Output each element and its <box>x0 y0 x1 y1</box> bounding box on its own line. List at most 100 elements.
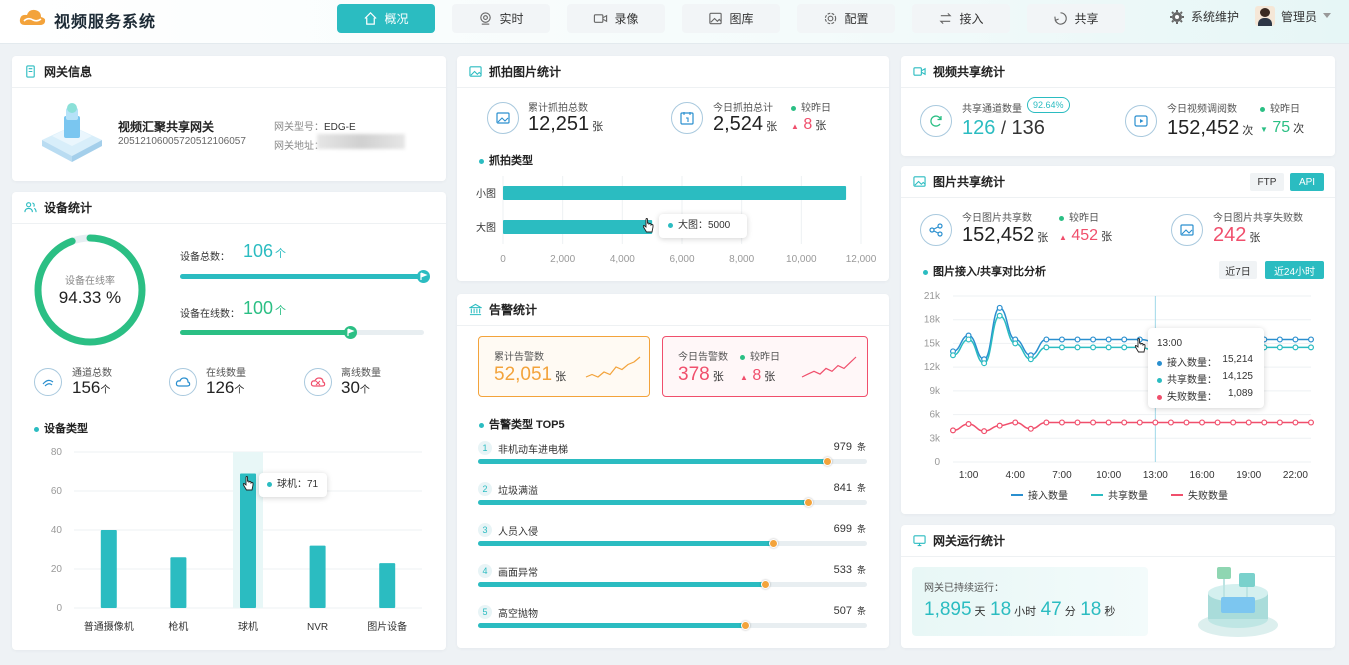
rank-badge: 2 <box>478 482 492 496</box>
data-point <box>1058 336 1065 343</box>
progress-knob <box>803 498 813 507</box>
data-point <box>1276 336 1283 343</box>
line-chart-tooltip: 13:00 接入数量： 15,214 共享数量： 14,125 失败数量： 1,089 <box>1148 328 1264 408</box>
x-tick-label: 7:00 <box>1052 470 1072 481</box>
data-point <box>1308 419 1315 426</box>
arrow-down-icon: ▼ <box>1260 125 1268 134</box>
data-point <box>1121 419 1128 426</box>
nav-tab-config[interactable]: 配置 <box>797 4 895 33</box>
alarm-top5-title: 告警类型 TOP5 <box>479 416 565 432</box>
capture-total-unit: 张 <box>592 121 604 133</box>
nav-tab-overview[interactable]: 概况 <box>337 4 435 33</box>
data-point <box>1152 419 1159 426</box>
nav-tab-gallery[interactable]: 图库 <box>682 4 780 33</box>
ftp-button[interactable]: FTP <box>1250 173 1284 191</box>
last-24-hours-button[interactable]: 近24小时 <box>1265 261 1324 279</box>
runtime-hours: 18 <box>990 599 1012 620</box>
bar <box>170 557 187 608</box>
alarm-type-bar <box>478 457 867 466</box>
alarm-total-box: 累计告警数 52,051 张 <box>478 336 650 397</box>
device-total-value: 106 <box>243 241 274 261</box>
data-point <box>1167 419 1174 426</box>
monitor-icon <box>913 535 926 547</box>
last-7-days-button[interactable]: 近7日 <box>1219 261 1257 279</box>
flag-icon <box>343 326 357 339</box>
alarm-type-bar <box>478 539 867 548</box>
runtime-minutes-unit: 分 <box>1064 606 1076 618</box>
alarm-type-bar-fill <box>478 582 766 587</box>
data-point <box>1027 425 1034 432</box>
online-rate-label: 设备在线率 <box>65 276 115 287</box>
capture-type-title: 抓拍类型 <box>479 152 533 168</box>
alarm-type-bar <box>478 621 867 630</box>
online-rate-gauge <box>34 234 146 346</box>
capture-total-label: 累计抓拍总数 <box>528 103 588 114</box>
card-title: 视频共享统计 <box>933 65 1006 79</box>
device-online-value: 100 <box>243 298 274 318</box>
device-type-title: 设备类型 <box>34 420 88 436</box>
x-tick-label: NVR <box>307 622 328 633</box>
share-channel-total: 136 <box>1011 117 1045 139</box>
legend-dot <box>1157 360 1162 366</box>
runtime-hours-unit: 小时 <box>1014 606 1037 618</box>
alarm-total-label: 累计告警数 <box>494 352 544 363</box>
data-point <box>1136 419 1143 426</box>
nav-tab-recording[interactable]: 录像 <box>567 4 665 33</box>
image-icon <box>913 176 926 187</box>
alarm-type-name: 垃圾满溢 <box>498 486 538 497</box>
data-point <box>1292 344 1299 351</box>
api-button[interactable]: API <box>1290 173 1324 191</box>
capture-type-tooltip: 大图：5000 <box>659 214 747 238</box>
video-today-unit: 次 <box>1242 125 1254 137</box>
flag-icon <box>417 270 430 283</box>
nav-tab-access[interactable]: 接入 <box>912 4 1010 33</box>
data-point <box>1090 419 1097 426</box>
video-icon <box>594 14 608 23</box>
progress-knob <box>741 621 751 630</box>
x-tick-label: 12,000 <box>846 254 877 265</box>
data-point <box>1058 344 1065 351</box>
y-tick-label: 15k <box>924 338 941 349</box>
data-point <box>949 427 956 434</box>
online-count-label: 在线数量 <box>206 368 246 379</box>
data-point <box>1214 419 1221 426</box>
share-channel-sep: / <box>1000 118 1006 138</box>
capture-total-value: 12,251 <box>528 113 590 135</box>
alarm-total-unit: 张 <box>555 371 567 383</box>
system-maintenance-link[interactable]: 系统维护 <box>1169 8 1239 25</box>
data-point <box>1308 336 1315 343</box>
alarm-type-bar <box>478 580 867 589</box>
y-tick-label: 18k <box>924 315 941 326</box>
gateway-info-card: 网关信息 视频汇聚共享网关 20512106005720512106057 网关… <box>12 56 446 181</box>
nav-tab-label: 实时 <box>499 12 524 26</box>
legend-dot <box>1157 394 1162 400</box>
server-icon <box>26 65 35 78</box>
image-fail-label: 今日图片共享失败数 <box>1213 213 1303 224</box>
card-title: 图片共享统计 <box>933 175 1006 189</box>
card-header: 网关信息 <box>12 56 446 88</box>
device-online-unit: 个 <box>275 305 287 317</box>
nav-tab-realtime[interactable]: 实时 <box>452 4 550 33</box>
alarm-top5-row: 3 人员入侵 699 条 <box>478 523 868 557</box>
data-point <box>996 304 1003 311</box>
video-share-card: 视频共享统计 共享通道数量 92.64% 126 / 136 今日视频调阅数 1… <box>901 56 1335 156</box>
cloud-logo-icon <box>19 9 46 25</box>
bar <box>379 563 396 608</box>
runtime-minutes: 47 <box>1040 599 1062 620</box>
alarm-total-sparkline <box>585 356 641 378</box>
y-tick-label: 40 <box>51 525 63 536</box>
alarm-compare-unit: 张 <box>764 371 776 383</box>
device-type-tooltip: 球机：71 <box>259 473 327 497</box>
y-tick-label: 大图 <box>476 221 496 234</box>
runtime-seconds-unit: 秒 <box>1104 606 1116 618</box>
data-point <box>981 428 988 435</box>
nav-tab-label: 配置 <box>844 12 869 26</box>
card-header: 抓拍图片统计 <box>457 56 889 88</box>
user-menu[interactable]: 管理员 <box>1255 6 1332 26</box>
card-header: 告警统计 <box>457 294 889 326</box>
data-point <box>1090 344 1097 351</box>
bar <box>100 530 117 608</box>
rank-badge: 4 <box>478 564 492 578</box>
nav-tab-share[interactable]: 共享 <box>1027 4 1125 33</box>
nav-tab-label: 共享 <box>1074 12 1099 26</box>
